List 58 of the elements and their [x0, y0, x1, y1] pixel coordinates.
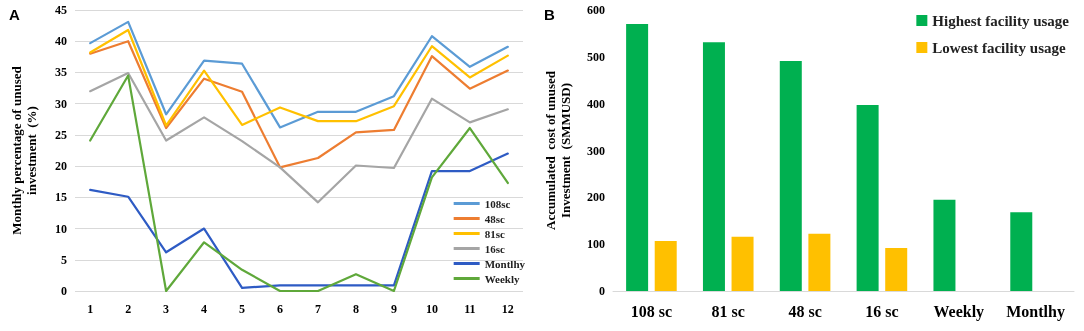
x-tick-label: 3 [163, 302, 170, 316]
y-tick-label: 30 [55, 96, 67, 111]
y-tick-label: 600 [587, 3, 605, 17]
bar [933, 199, 956, 291]
bar [808, 233, 831, 291]
x-tick-label: 8 [352, 302, 359, 316]
bar [779, 61, 802, 291]
x-tick-label: 5 [239, 302, 246, 316]
y-axis-title: Accumulated cost of unused Investment (SMMUSD) [543, 70, 573, 230]
x-tick-label: 10 [425, 302, 438, 316]
x-tick-label: 6 [277, 302, 284, 316]
bar [731, 236, 754, 291]
y-tick-label: 25 [55, 127, 67, 142]
y-tick-label: 15 [55, 190, 67, 205]
x-tick-label: 108 sc [630, 302, 673, 320]
x-tick-label: 7 [314, 302, 321, 316]
y-tick-label: 5 [61, 252, 67, 267]
y-tick-label: 500 [587, 49, 605, 64]
y-tick-label: 20 [55, 159, 67, 174]
legend-label: 108sc [484, 197, 511, 210]
y-tick-label: 100 [587, 237, 605, 252]
bar [702, 42, 725, 291]
y-axis-title: Monthly percentage of unused investment (%) [9, 65, 39, 235]
y-tick-label: 10 [55, 221, 67, 236]
bar [1010, 212, 1033, 291]
y-tick-label: 45 [55, 3, 67, 17]
x-tick-label: 16 sc [865, 302, 899, 320]
x-tick-label: 48 sc [788, 302, 822, 320]
chart-title: B [544, 6, 555, 23]
legend-label: Montlhy [484, 257, 526, 270]
y-tick-label: 40 [55, 34, 67, 49]
legend-label: Lowest facility usage [932, 39, 1066, 56]
y-tick-label: 300 [587, 143, 605, 158]
y-tick-label: 0 [599, 284, 605, 298]
chart-title: A [9, 6, 20, 23]
bar [654, 240, 677, 291]
x-tick-label: Montlhy [1006, 302, 1065, 321]
legend-label: Weekly [484, 272, 520, 285]
y-tick-label: 400 [587, 96, 605, 111]
legend-label: 81sc [484, 227, 505, 240]
bar [885, 247, 908, 291]
x-tick-label: Weekly [933, 302, 985, 321]
x-tick-label: 12 [501, 302, 514, 316]
legend-label: Highest facility usage [932, 12, 1070, 29]
bar [856, 105, 879, 291]
x-tick-label: 9 [390, 302, 397, 316]
y-tick-label: 0 [61, 284, 67, 298]
y-tick-label: 35 [55, 65, 67, 80]
line-series [89, 40, 509, 169]
x-tick-label: 81 sc [711, 302, 745, 320]
x-tick-label: 4 [201, 302, 208, 316]
y-tick-label: 200 [587, 190, 605, 205]
legend-label: 16sc [484, 242, 505, 255]
x-tick-label: 1 [87, 302, 94, 316]
bar [626, 24, 649, 291]
x-tick-label: 2 [125, 302, 132, 316]
x-tick-label: 11 [464, 302, 476, 316]
legend-label: 48sc [484, 212, 505, 225]
